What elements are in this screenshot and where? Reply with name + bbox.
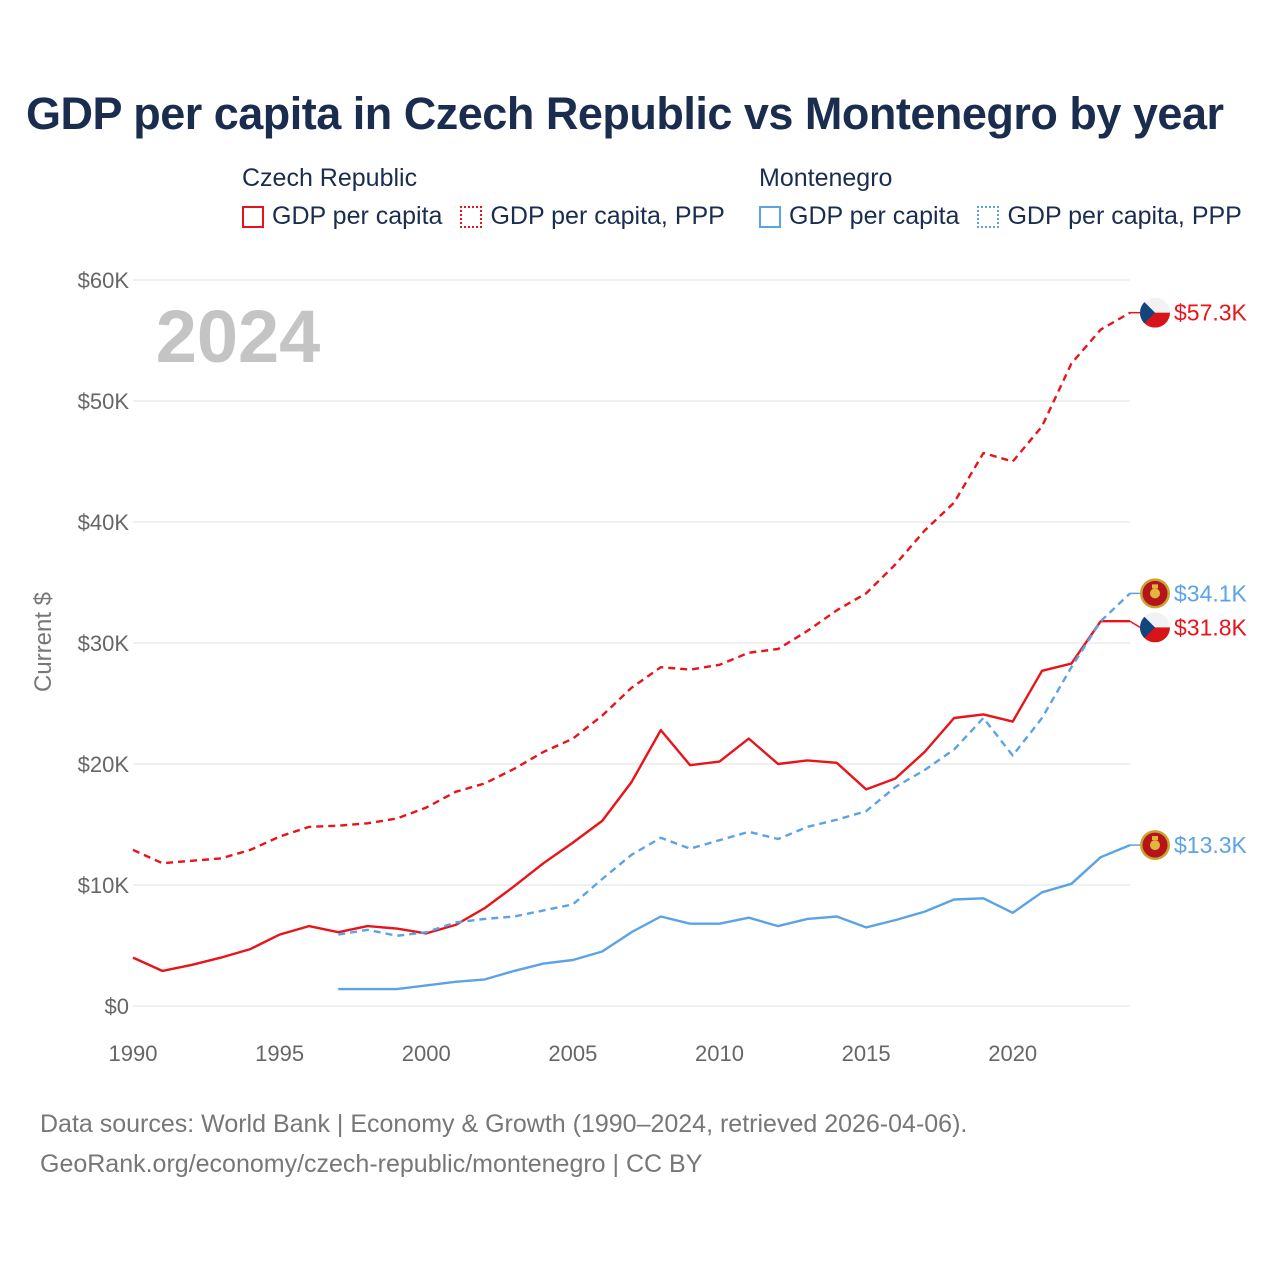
end-value-label: $31.8K <box>1174 614 1248 640</box>
x-axis: 1990 1995 2000 2005 2010 2015 2020 <box>109 1041 1038 1066</box>
czech-flag-icon <box>1140 612 1170 643</box>
y-tick-label: $20K <box>78 752 130 777</box>
x-tick-label: 2020 <box>988 1041 1037 1066</box>
chart-title: GDP per capita in Czech Republic vs Mont… <box>26 88 1224 139</box>
year-watermark: 2024 <box>156 295 321 378</box>
legend-item-label: GDP per capita <box>272 202 443 230</box>
x-tick-label: 1995 <box>255 1041 304 1066</box>
montenegro-flag-icon <box>1140 578 1170 609</box>
legend-swatch-dotted <box>460 205 483 228</box>
grid-lines <box>133 279 1130 1007</box>
y-tick-label: $10K <box>78 873 130 898</box>
x-tick-label: 2000 <box>402 1041 451 1066</box>
legend-item-label: GDP per capita <box>789 202 960 230</box>
x-tick-label: 2010 <box>695 1041 744 1066</box>
label-leader <box>1129 620 1141 629</box>
end-value-label: $13.3K <box>1174 832 1248 858</box>
legend-item-czech-gdp[interactable]: GDP per capita <box>242 202 442 231</box>
x-tick-label: 1990 <box>109 1041 158 1066</box>
series-line[interactable] <box>132 311 1131 865</box>
end-value-label: $57.3K <box>1174 300 1248 326</box>
legend-swatch-solid <box>759 205 781 228</box>
legend-swatch-solid <box>242 205 264 228</box>
legend-group-czech-republic: Czech Republic GDP per capita GDP per ca… <box>242 160 725 231</box>
y-tick-label: $50K <box>78 389 130 414</box>
series-line[interactable] <box>338 843 1131 991</box>
legend-item-label: GDP per capita, PPP <box>1007 202 1242 230</box>
end-labels: $57.3K $34.1K $31.8K $13.3K <box>1129 297 1248 861</box>
series-line[interactable] <box>338 592 1131 937</box>
legend-country-label: Czech Republic <box>242 164 418 192</box>
end-value-label: $34.1K <box>1174 580 1248 606</box>
legend-country-label: Montenegro <box>759 164 893 192</box>
x-tick-label: 2005 <box>548 1041 597 1066</box>
czech-flag-icon <box>1140 297 1170 328</box>
footer: Data sources: World Bank | Economy & Gro… <box>40 1104 967 1184</box>
data-source-line: Data sources: World Bank | Economy & Gro… <box>40 1110 968 1138</box>
y-tick-label: $40K <box>78 510 130 535</box>
series-layer <box>132 311 1131 991</box>
y-axis-label: Current $ <box>30 592 57 692</box>
attribution-line[interactable]: GeoRank.org/economy/czech-republic/monte… <box>40 1150 703 1178</box>
legend-item-montenegro-gdp[interactable]: GDP per capita <box>759 202 959 231</box>
x-tick-label: 2015 <box>842 1041 891 1066</box>
legend-group-montenegro: Montenegro GDP per capita GDP per capita… <box>759 160 1242 231</box>
y-tick-label: $0 <box>105 994 129 1019</box>
legend-item-montenegro-gdp-ppp[interactable]: GDP per capita, PPP <box>977 202 1242 231</box>
legend-item-czech-gdp-ppp[interactable]: GDP per capita, PPP <box>460 202 725 231</box>
y-tick-label: $30K <box>78 631 130 656</box>
series-line[interactable] <box>132 620 1130 973</box>
legend-swatch-dotted <box>977 205 1000 228</box>
line-chart: $0 $10K $20K $30K $40K $50K $60K 1990 1995 2000 2… <box>30 268 1248 1066</box>
y-axis: $0 $10K $20K $30K $40K $50K $60K <box>78 268 130 1019</box>
montenegro-flag-icon <box>1140 830 1170 861</box>
legend-item-label: GDP per capita, PPP <box>490 202 725 230</box>
y-tick-label: $60K <box>78 268 130 293</box>
